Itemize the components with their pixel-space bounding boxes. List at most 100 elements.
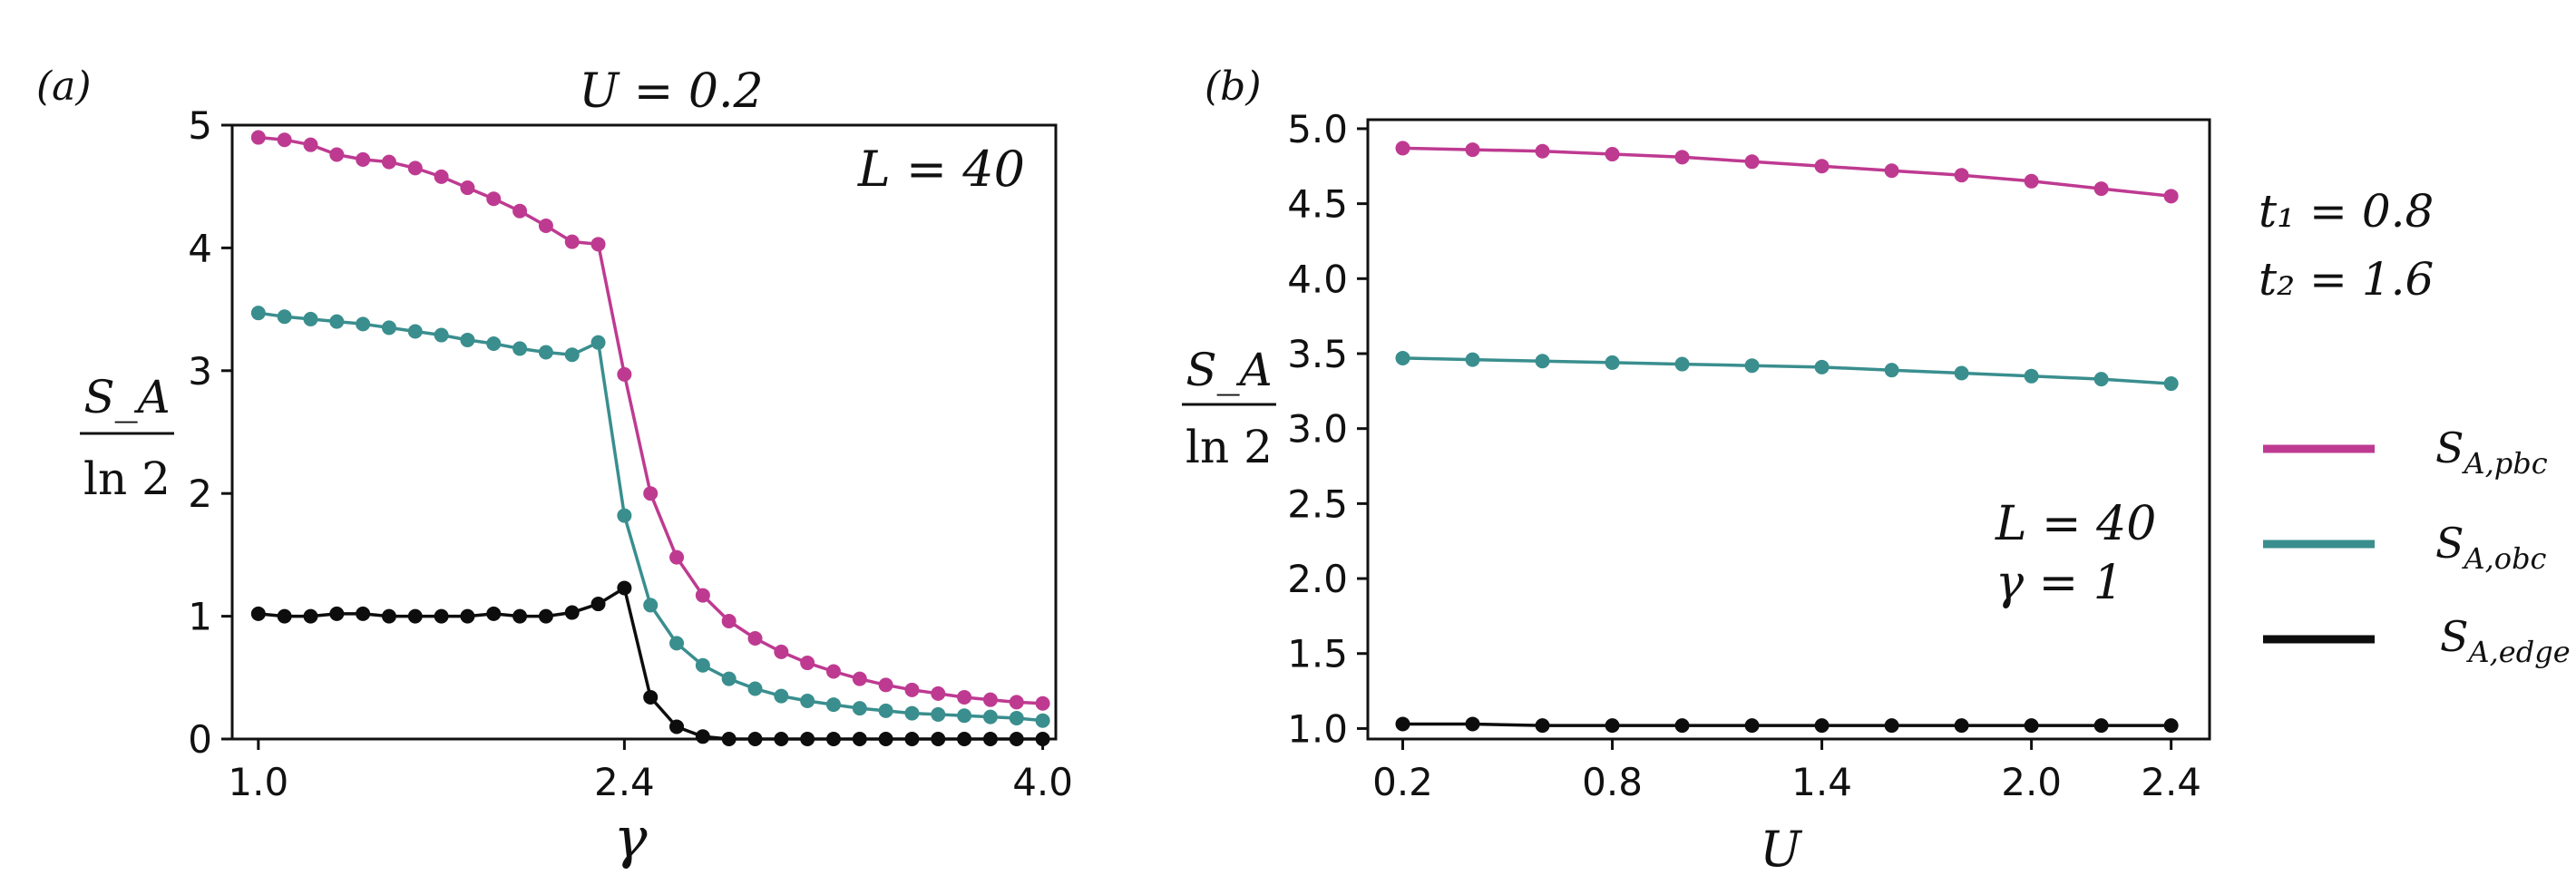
panel-b-point-pbc (1814, 159, 1830, 174)
panel-b-point-edge (1884, 718, 1899, 734)
panel-b: (b) 0.2 0.8 1.4 2.0 2.4 1.0 1.5 2.0 2.5 3.0 3.5 4.0… (1182, 63, 2211, 878)
panel-b-point-pbc (1744, 154, 1760, 170)
panel-b-ytick-label: 3.0 (1287, 407, 1348, 452)
panel-a-point-pbc (1009, 695, 1024, 710)
panel-a-point-edge (250, 606, 266, 621)
panel-a-point-obc (460, 332, 475, 347)
panel-b-ytick-label: 2.5 (1287, 481, 1348, 526)
panel-b-point-obc (2024, 368, 2039, 384)
panel-a-point-pbc (329, 147, 345, 162)
panel-a-point-obc (774, 688, 789, 704)
panel-b-ytick-label: 4.5 (1287, 182, 1348, 227)
panel-b-point-obc (1674, 356, 1690, 372)
panel-a-point-pbc (538, 219, 553, 234)
panel-b-ytick-label: 5.0 (1287, 107, 1348, 151)
panel-b-xtick-label: 2.4 (2141, 760, 2201, 804)
panel-a-ytick-label: 0 (188, 717, 212, 762)
panel-b-point-pbc (2163, 189, 2179, 204)
panel-b-plot-frame (1366, 118, 2211, 741)
legend-label-pbc: SA,pbc (2435, 423, 2548, 481)
panel-a-xtick-label: 4.0 (1012, 760, 1073, 804)
panel-a-point-obc (564, 347, 580, 363)
panel-a-plot-frame (230, 123, 1058, 741)
panel-a-point-pbc (1035, 695, 1050, 711)
panel-a-point-obc (486, 336, 502, 352)
panel-b-ytick-label: 1.0 (1287, 706, 1348, 751)
panel-a-point-edge (460, 608, 475, 624)
panel-b-point-edge (1814, 718, 1830, 734)
panel-b-xtick-label: 0.8 (1582, 760, 1643, 804)
panel-b-xlabel: U (1760, 821, 1802, 878)
panel-a-ytick-label: 5 (188, 103, 212, 148)
panel-a-label: (a) (36, 63, 92, 110)
panel-b-point-pbc (2024, 173, 2039, 189)
panel-a-point-obc (356, 316, 371, 332)
panel-a-point-pbc (407, 160, 423, 176)
panel-a-ytick-label: 2 (188, 472, 212, 516)
panel-a-point-edge (329, 606, 345, 621)
panel-a-ytick-label: 3 (188, 349, 212, 394)
panel-a-line-obc (258, 311, 1043, 723)
panel-b-point-pbc (1954, 168, 1969, 183)
panel-b-point-edge (1744, 718, 1760, 734)
legend-label-edge: SA,edge (2440, 612, 2571, 669)
panel-b-ticks: 0.2 0.8 1.4 2.0 2.4 1.0 1.5 2.0 2.5 3.0 3.5 4.0 4.5 5… (1287, 107, 2201, 804)
panel-a-point-edge (747, 732, 763, 746)
panel-b-point-pbc (1674, 150, 1690, 165)
panel-a-point-obc (277, 309, 292, 325)
panel-a-point-obc (669, 636, 685, 651)
panel-a-ticks: 1.0 2.4 4.0 0 1 2 3 4 5 (188, 103, 1073, 804)
panel-a-point-edge (669, 719, 685, 734)
panel-a-point-obc (434, 327, 449, 343)
panel-a-point-obc (381, 320, 396, 336)
panel-a-point-pbc (747, 630, 763, 646)
panel-a-point-pbc (356, 151, 371, 167)
panel-a-point-pbc (669, 549, 685, 565)
panel-a-point-edge (878, 732, 893, 746)
panel-a-line-pbc (258, 135, 1043, 705)
panel-a-point-pbc (250, 130, 266, 145)
panel-b-line-pbc (1402, 146, 2171, 199)
panel-a-point-obc (617, 508, 632, 523)
panel-a-point-pbc (800, 656, 815, 671)
panel-b-ylabel-den: ln 2 (1186, 421, 1273, 473)
panel-a-point-pbc (643, 486, 659, 501)
panel-b-point-edge (2163, 718, 2179, 734)
panel-b-annotation-l: L = 40 (1995, 497, 2156, 551)
panel-a-point-obc (747, 681, 763, 696)
panel-b-point-obc (1954, 365, 1969, 381)
legend: SA,pbc SA,obc SA,edge (2263, 423, 2571, 669)
panel-a-point-edge (695, 729, 710, 744)
panel-b-ytick-label: 2.0 (1287, 557, 1348, 601)
panel-a-point-pbc (904, 682, 920, 697)
panel-b-point-edge (1535, 718, 1550, 734)
panel-a-point-pbc (774, 644, 789, 659)
panel-a-point-pbc (460, 180, 475, 196)
panel-a-point-edge (381, 608, 396, 624)
legend-label-obc: SA,obc (2435, 519, 2547, 576)
panel-a-point-pbc (381, 154, 396, 170)
panel-b-point-obc (2163, 376, 2179, 392)
panel-a-xlabel: γ (613, 804, 648, 870)
legend-item-pbc: SA,pbc (2263, 423, 2548, 481)
panel-a-ytick-label: 1 (188, 595, 212, 639)
panel-a-point-edge (277, 608, 292, 624)
panel-a-point-pbc (434, 169, 449, 184)
panel-b-ylabel-num: S_A (1186, 344, 1272, 396)
panel-b-line-edge (1402, 722, 2171, 727)
panel-a-point-pbc (852, 671, 867, 686)
panel-a-point-pbc (695, 588, 710, 603)
panel-b-xtick-label: 0.2 (1372, 760, 1433, 804)
panel-b-point-edge (2093, 718, 2109, 734)
panel-b-point-pbc (1395, 141, 1410, 156)
panel-b-lines (1402, 146, 2171, 727)
panel-a-point-edge (904, 732, 920, 746)
panel-b-points (1395, 141, 2179, 734)
panel-b-point-obc (1884, 363, 1899, 378)
panel-b-point-obc (1395, 350, 1410, 365)
panel-a-annotation: L = 40 (857, 141, 1025, 198)
panel-a-point-edge (538, 608, 553, 624)
panel-b-point-edge (1465, 716, 1480, 732)
t1-annotation: t₁ = 0.8 (2259, 185, 2434, 238)
panel-b-point-obc (1535, 354, 1550, 369)
